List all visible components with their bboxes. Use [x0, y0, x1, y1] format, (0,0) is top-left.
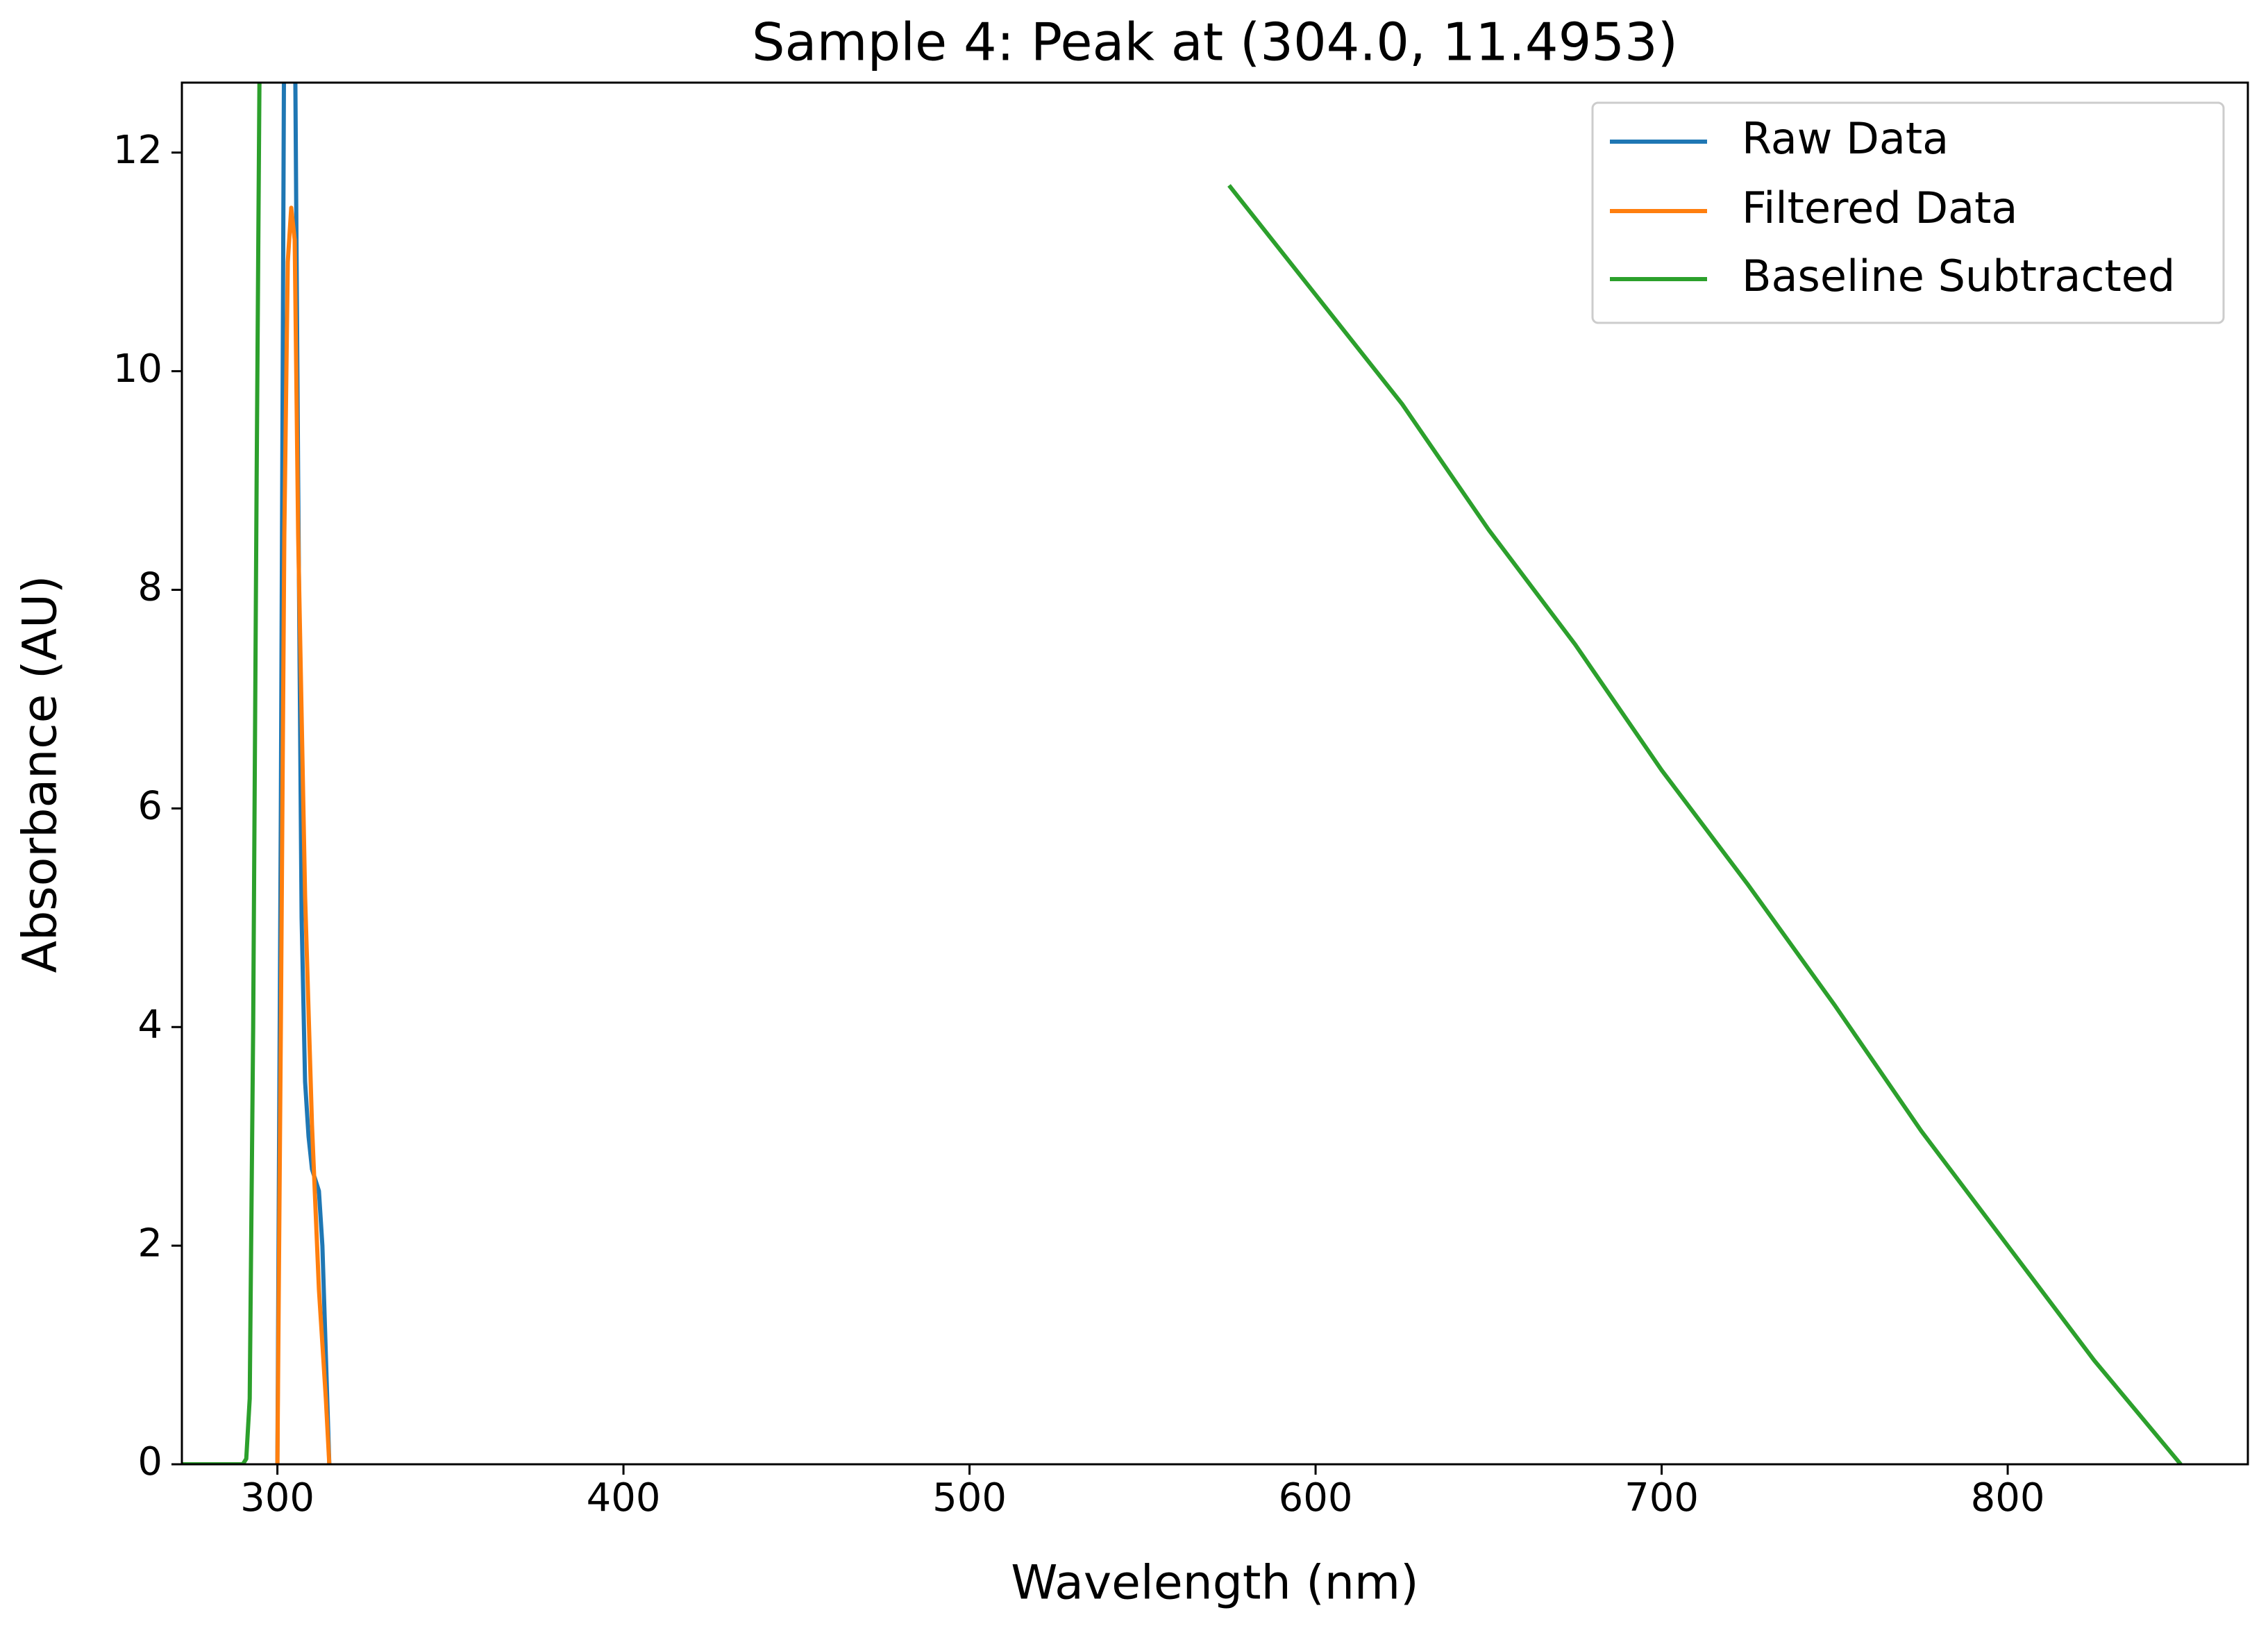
x-tick-label: 400 — [587, 1475, 661, 1521]
y-axis-label: Absorbance (AU) — [13, 576, 68, 973]
axes-frame — [180, 81, 2249, 1466]
x-axis-label: Wavelength (nm) — [1011, 1556, 1418, 1611]
legend-box — [1591, 101, 2225, 324]
y-tick-label: 4 — [137, 1002, 162, 1047]
y-tick-label: 0 — [137, 1439, 162, 1484]
plot-area — [182, 83, 2183, 1464]
legend-label: Raw Data — [1742, 113, 1949, 164]
y-tick-label: 12 — [113, 128, 162, 173]
legend: Raw Data Filtered Data Baseline Subtracted — [1591, 101, 2225, 324]
x-tick-label: 600 — [1279, 1475, 1353, 1521]
x-tick-label: 300 — [240, 1475, 314, 1521]
data-line — [275, 206, 332, 1464]
y-tick-label: 6 — [137, 784, 162, 829]
y-tick-label: 10 — [113, 346, 162, 392]
data-line — [275, 83, 332, 1464]
legend-label: Baseline Subtracted — [1742, 251, 2175, 301]
x-tick-label: 800 — [1971, 1475, 2045, 1521]
legend-label: Filtered Data — [1742, 183, 2017, 233]
y-tick-label: 8 — [137, 565, 162, 610]
y-tick-label: 2 — [137, 1221, 162, 1266]
chart-title: Sample 4: Peak at (304.0, 11.4953) — [752, 12, 1678, 73]
data-line — [182, 83, 2183, 1464]
x-tick-label: 700 — [1624, 1475, 1699, 1521]
x-tick-label: 500 — [932, 1475, 1007, 1521]
